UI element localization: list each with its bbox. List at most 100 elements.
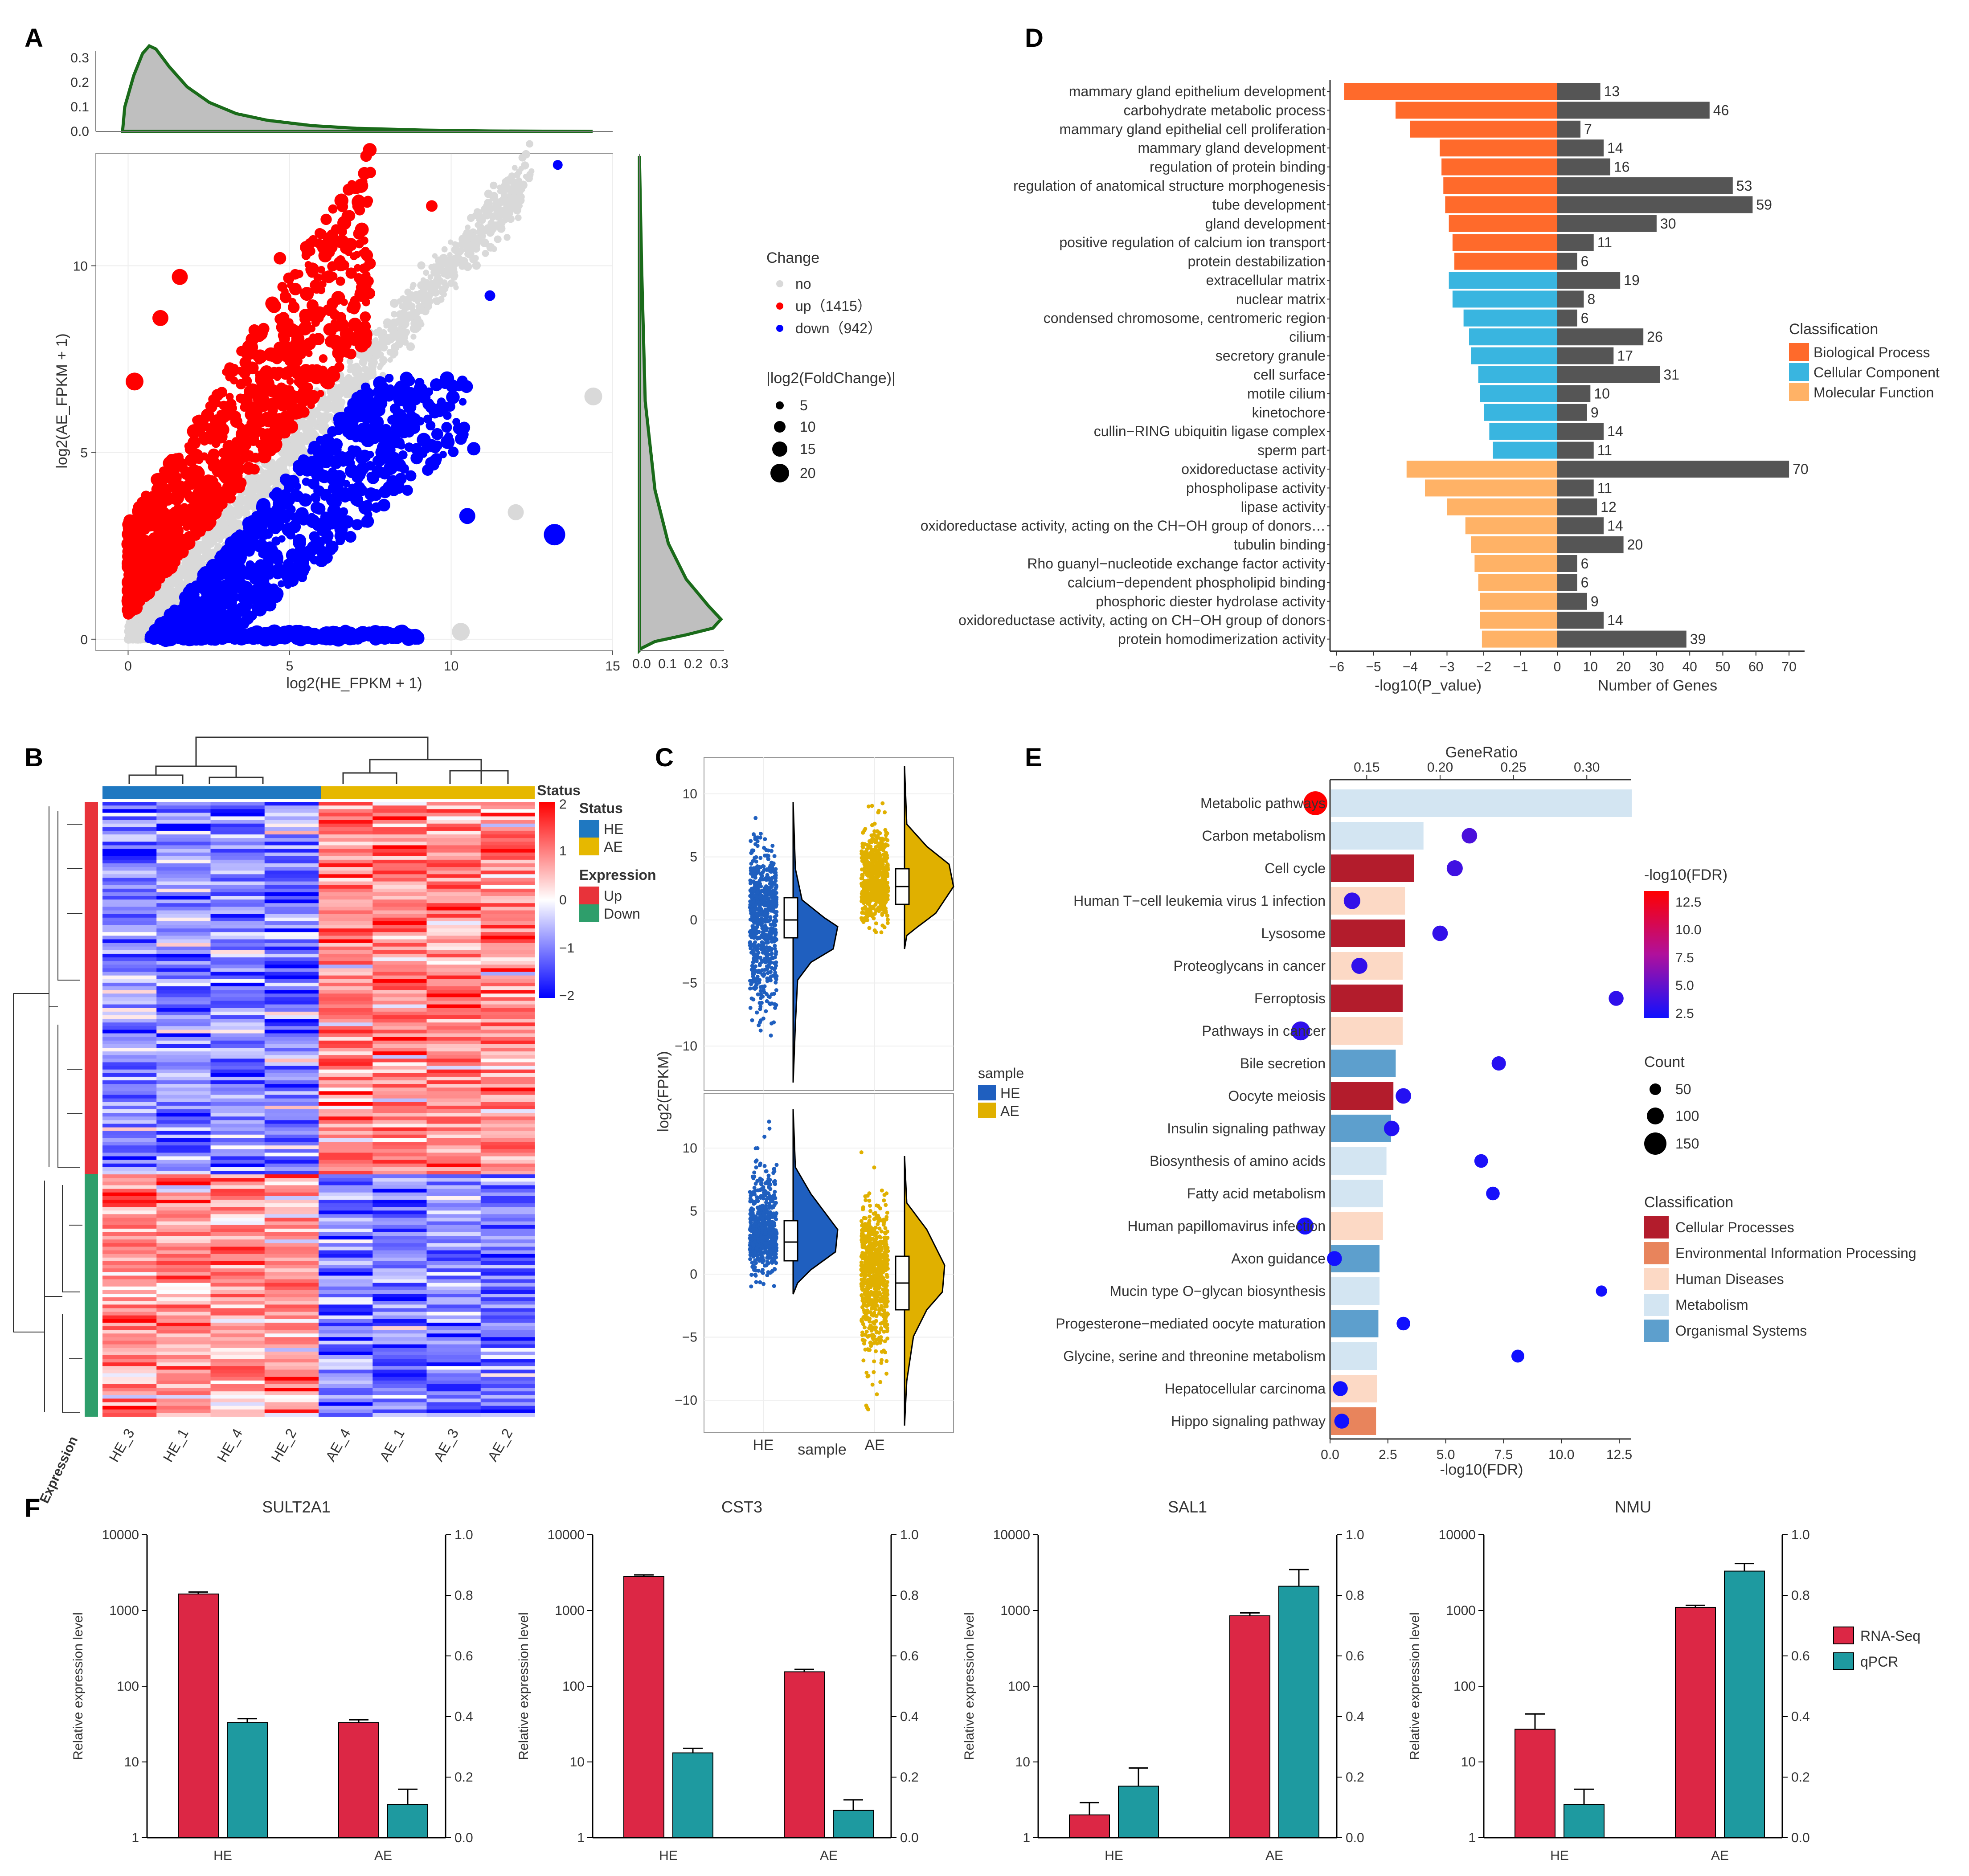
- heatmap-cell: [156, 1131, 211, 1135]
- top-density-curve: [121, 44, 593, 133]
- scatter-point-up: [286, 352, 300, 367]
- heatmap-cell: [102, 899, 157, 903]
- scatter-point-up: [311, 318, 320, 327]
- scatter-point-no: [399, 303, 405, 310]
- heatmap-cell: [264, 1402, 319, 1406]
- heatmap-cell: [210, 1030, 265, 1034]
- scatter-point-up: [255, 356, 263, 365]
- scatter-point-up: [164, 457, 178, 470]
- heatmap-cell: [102, 950, 157, 954]
- heatmap-cell: [480, 1301, 535, 1305]
- heatmap-cell: [210, 1247, 265, 1251]
- heatmap-cell: [373, 1178, 427, 1182]
- heatmap-cell: [102, 1228, 157, 1233]
- scatter-point-no: [424, 293, 430, 299]
- scatter-point-no: [181, 571, 188, 577]
- heatmap-cell: [319, 1059, 373, 1063]
- scatter-point-down: [278, 535, 286, 543]
- heatmap-cell: [264, 1232, 319, 1236]
- scatter-point-down: [280, 630, 294, 643]
- scatter-point-no: [251, 492, 258, 498]
- heatmap-cell: [480, 1167, 535, 1171]
- heatmap-cell: [210, 957, 265, 961]
- heatmap-cell: [210, 1221, 265, 1226]
- heatmap-cell: [102, 1134, 157, 1139]
- heatmap-cell: [426, 1344, 481, 1349]
- heatmap-cell: [264, 917, 319, 922]
- heatmap-cell: [480, 928, 535, 932]
- heatmap-cell: [480, 838, 535, 842]
- heatmap-cell: [426, 1149, 481, 1153]
- heatmap-cell: [319, 1095, 373, 1099]
- heatmap-cell: [480, 1239, 535, 1243]
- heatmap-cell: [426, 1369, 481, 1374]
- heatmap-cell: [319, 979, 373, 983]
- heatmap-cell: [480, 910, 535, 915]
- scatter-point-up: [254, 326, 268, 341]
- heatmap-cell: [373, 1105, 427, 1110]
- heatmap-cell: [319, 953, 373, 958]
- scatter-y-tick-label: 5: [80, 446, 88, 461]
- heatmap-cell: [480, 1312, 535, 1316]
- scatter-point-no: [307, 426, 314, 432]
- heatmap-cell: [210, 1341, 265, 1345]
- heatmap-cell: [373, 813, 427, 817]
- heatmap-cell: [373, 1384, 427, 1388]
- heatmap-cell: [264, 1116, 319, 1120]
- heatmap-cell: [210, 1134, 265, 1139]
- legend-key-no: [776, 280, 783, 287]
- heatmap-cell: [210, 1304, 265, 1309]
- heatmap-cell: [264, 1163, 319, 1168]
- heatmap-cell: [210, 1167, 265, 1171]
- heatmap-cell: [373, 1294, 427, 1298]
- heatmap-cell: [480, 1134, 535, 1139]
- scatter-point-no: [311, 421, 318, 427]
- scatter-point-no: [426, 283, 434, 291]
- heatmap-cell: [373, 1076, 427, 1081]
- heatmap-cell: [264, 1304, 319, 1309]
- heatmap-cell: [319, 1304, 373, 1309]
- heatmap-cell: [102, 1344, 157, 1349]
- heatmap-cell: [264, 1051, 319, 1055]
- colorbar-tick-2: 2: [559, 797, 567, 812]
- heatmap-cell: [264, 1015, 319, 1019]
- scatter-point-no: [442, 259, 450, 266]
- scatter-point-up: [248, 419, 262, 433]
- heatmap-cell: [156, 1337, 211, 1341]
- heatmap-cell: [156, 1228, 211, 1233]
- heatmap-cell: [373, 1391, 427, 1395]
- heatmap-cell: [319, 1124, 373, 1128]
- heatmap-cell: [319, 1398, 373, 1403]
- scatter-point-up: [137, 568, 145, 576]
- heatmap-cell: [319, 1189, 373, 1193]
- scatter-point-up: [213, 429, 228, 444]
- heatmap-cell: [373, 802, 427, 806]
- heatmap-cell: [319, 1243, 373, 1247]
- heatmap-cell: [102, 1377, 157, 1381]
- heatmap-cell: [102, 946, 157, 951]
- heatmap-cell: [210, 932, 265, 936]
- heatmap-cell: [373, 885, 427, 889]
- heatmap-cell: [210, 1059, 265, 1063]
- heatmap-cell: [319, 1232, 373, 1236]
- heatmap-cell: [102, 1388, 157, 1392]
- heatmap-cell: [210, 986, 265, 990]
- heatmap-cell: [319, 1026, 373, 1030]
- heatmap-cell: [426, 1388, 481, 1392]
- heatmap-cell: [373, 1192, 427, 1197]
- heatmap-cell: [373, 1008, 427, 1012]
- heatmap-cell: [102, 943, 157, 947]
- heatmap-cell: [156, 1163, 211, 1168]
- size-key-10: [774, 421, 786, 433]
- heatmap-cell: [373, 982, 427, 987]
- scatter-point-down: [441, 422, 452, 433]
- heatmap-cell: [102, 809, 157, 813]
- heatmap-cell: [264, 1250, 319, 1255]
- heatmap-cell: [426, 907, 481, 911]
- scatter-point-down: [205, 560, 220, 574]
- heatmap-cell: [156, 1373, 211, 1377]
- heatmap-cell: [319, 1076, 373, 1081]
- heatmap-cell: [426, 950, 481, 954]
- heatmap-cell: [210, 1178, 265, 1182]
- scatter-x-tick-label: 10: [444, 659, 458, 674]
